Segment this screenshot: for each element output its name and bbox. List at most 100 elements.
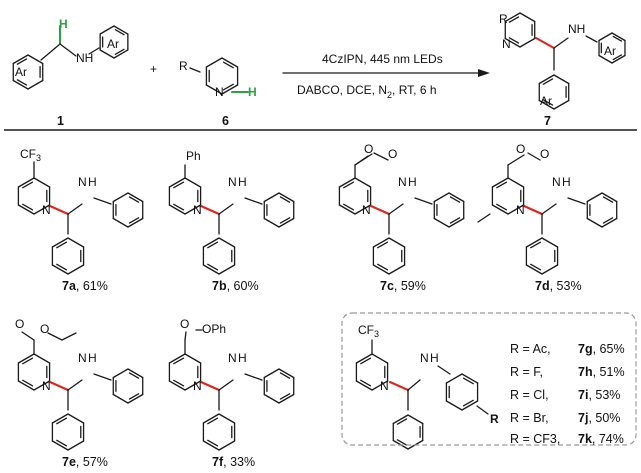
bond [21, 331, 35, 341]
caption-7f: 7f, 33% [212, 455, 255, 469]
ring-bond [51, 264, 69, 275]
double-bond [449, 196, 461, 203]
bond [67, 203, 83, 215]
double-bond [462, 399, 474, 407]
atom-nh-n: N [420, 351, 429, 365]
ring-bond [354, 177, 372, 188]
conditions-bottom: DABCO, DCE, N2, RT, 6 h [297, 83, 437, 100]
ring-bond [168, 177, 186, 188]
ring-bond [491, 177, 509, 188]
entry-7h: R = F, [510, 365, 543, 379]
atom-nh-h: H [238, 351, 247, 365]
ring-bond [127, 393, 144, 404]
ring-bond [355, 380, 373, 391]
ring-bond [388, 264, 406, 275]
ring-bond [67, 413, 85, 424]
ring-bond [33, 380, 51, 391]
bond [507, 154, 525, 166]
bond [47, 332, 63, 341]
ring-bond [127, 217, 144, 228]
oph-label: OPh [202, 322, 226, 336]
double-bond [56, 241, 68, 249]
double-bond [128, 217, 140, 224]
ring-bond [112, 217, 129, 228]
ring-bond [372, 264, 390, 275]
atom-nh-n: N [228, 175, 237, 189]
ring-bond [99, 25, 115, 35]
reactant-6-structure: R N H [179, 59, 257, 99]
ring-bond [538, 99, 555, 110]
double-bond [279, 372, 291, 379]
atom-ar-left: Ar [15, 65, 27, 79]
double-bond [508, 37, 520, 44]
ring-bond [168, 380, 186, 391]
double-bond [114, 29, 125, 36]
double-bond [279, 196, 291, 203]
ring-bond [611, 54, 626, 64]
substituent-table-box [341, 312, 637, 446]
ring-bond [218, 237, 236, 248]
bond [93, 197, 112, 205]
atom-n: N [516, 203, 525, 217]
ring-bond [586, 217, 603, 228]
cf3-label: CF3 [20, 147, 41, 163]
ring-bond [221, 84, 239, 95]
ring-bond [448, 192, 465, 203]
double-bond [602, 217, 614, 224]
atom-nh-h: H [562, 175, 571, 189]
product-atom-labels: CF3 N N H Ph N N H O O N N H O O N N H O… [15, 142, 571, 426]
double-bond [496, 203, 508, 211]
new-bond [48, 380, 70, 392]
atom-n: N [42, 203, 51, 217]
atom-r: R [179, 59, 188, 73]
ring-bond [51, 237, 69, 248]
conditions-top: 4CzIPN, 445 nm LEDs [322, 52, 443, 66]
atom-n: N [193, 379, 202, 393]
ring-bond [372, 237, 390, 248]
ph-label: Ph [186, 149, 201, 163]
ring-bond [51, 413, 69, 424]
ring-bond [127, 368, 144, 379]
double-bond [377, 263, 389, 271]
bond [67, 379, 83, 391]
bond [244, 197, 263, 205]
new-bond [369, 204, 391, 216]
ring-bond [538, 74, 555, 85]
atom-r: R [499, 12, 508, 26]
bond [184, 331, 187, 341]
caption-7e: 7e, 57% [62, 455, 108, 469]
double-bond [207, 241, 219, 249]
atom-ar-right: Ar [107, 37, 119, 51]
bond [93, 373, 112, 381]
bond [553, 37, 569, 49]
substituent-table: R = Ac, 7g, 65% R = F, 7h, 51% R = Cl, 7… [510, 342, 625, 446]
ring-bond [354, 204, 372, 215]
double-bond [114, 48, 125, 55]
ring-bond [541, 237, 559, 248]
ring-bond [461, 373, 479, 384]
double-bond [173, 357, 185, 365]
ring-bond [445, 400, 463, 411]
ring-bond [51, 440, 69, 451]
atom-o: O [40, 322, 49, 336]
ring-bond [278, 368, 295, 379]
double-bond [22, 203, 34, 211]
atom-h-green: H [248, 85, 257, 99]
ring-bond [218, 264, 236, 275]
ring-bond [388, 237, 406, 248]
ring-bond [184, 204, 202, 215]
ring-bond [263, 192, 280, 203]
double-bond [22, 357, 34, 365]
ring-bond [218, 440, 236, 451]
ring-bond [445, 373, 463, 384]
entry-7i: R = Cl, [510, 388, 549, 402]
ring-bond [17, 353, 35, 364]
ring-bond [67, 440, 85, 451]
new-bond [534, 36, 556, 50]
atom-o: O [180, 317, 189, 331]
ring-bond [263, 393, 280, 404]
atom-n: N [362, 203, 371, 217]
entry-7k-yield: 7k, 74% [578, 432, 624, 446]
double-bond [360, 379, 372, 387]
double-bond [377, 241, 389, 249]
